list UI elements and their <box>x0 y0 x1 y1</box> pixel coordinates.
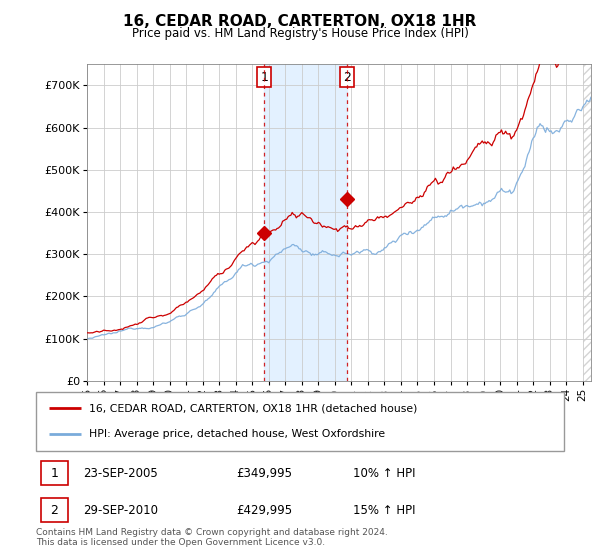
Text: 10% ↑ HPI: 10% ↑ HPI <box>353 466 415 480</box>
Text: £349,995: £349,995 <box>236 466 293 480</box>
FancyBboxPatch shape <box>36 392 564 451</box>
FancyBboxPatch shape <box>41 461 68 485</box>
Text: Contains HM Land Registry data © Crown copyright and database right 2024.
This d: Contains HM Land Registry data © Crown c… <box>36 528 388 547</box>
Text: 29-SEP-2010: 29-SEP-2010 <box>83 503 158 517</box>
Text: 16, CEDAR ROAD, CARTERTON, OX18 1HR: 16, CEDAR ROAD, CARTERTON, OX18 1HR <box>124 14 476 29</box>
Text: HPI: Average price, detached house, West Oxfordshire: HPI: Average price, detached house, West… <box>89 430 385 440</box>
Text: Price paid vs. HM Land Registry's House Price Index (HPI): Price paid vs. HM Land Registry's House … <box>131 27 469 40</box>
Text: 16, CEDAR ROAD, CARTERTON, OX18 1HR (detached house): 16, CEDAR ROAD, CARTERTON, OX18 1HR (det… <box>89 403 417 413</box>
Bar <box>583 64 591 381</box>
Text: 2: 2 <box>343 71 351 83</box>
Bar <box>265 64 347 381</box>
FancyBboxPatch shape <box>41 498 68 522</box>
Text: 23-SEP-2005: 23-SEP-2005 <box>83 466 158 480</box>
Text: £429,995: £429,995 <box>236 503 293 517</box>
Text: 2: 2 <box>50 503 58 517</box>
Bar <box>583 64 591 381</box>
Text: 1: 1 <box>260 71 268 83</box>
Text: 15% ↑ HPI: 15% ↑ HPI <box>353 503 415 517</box>
Text: 1: 1 <box>50 466 58 480</box>
